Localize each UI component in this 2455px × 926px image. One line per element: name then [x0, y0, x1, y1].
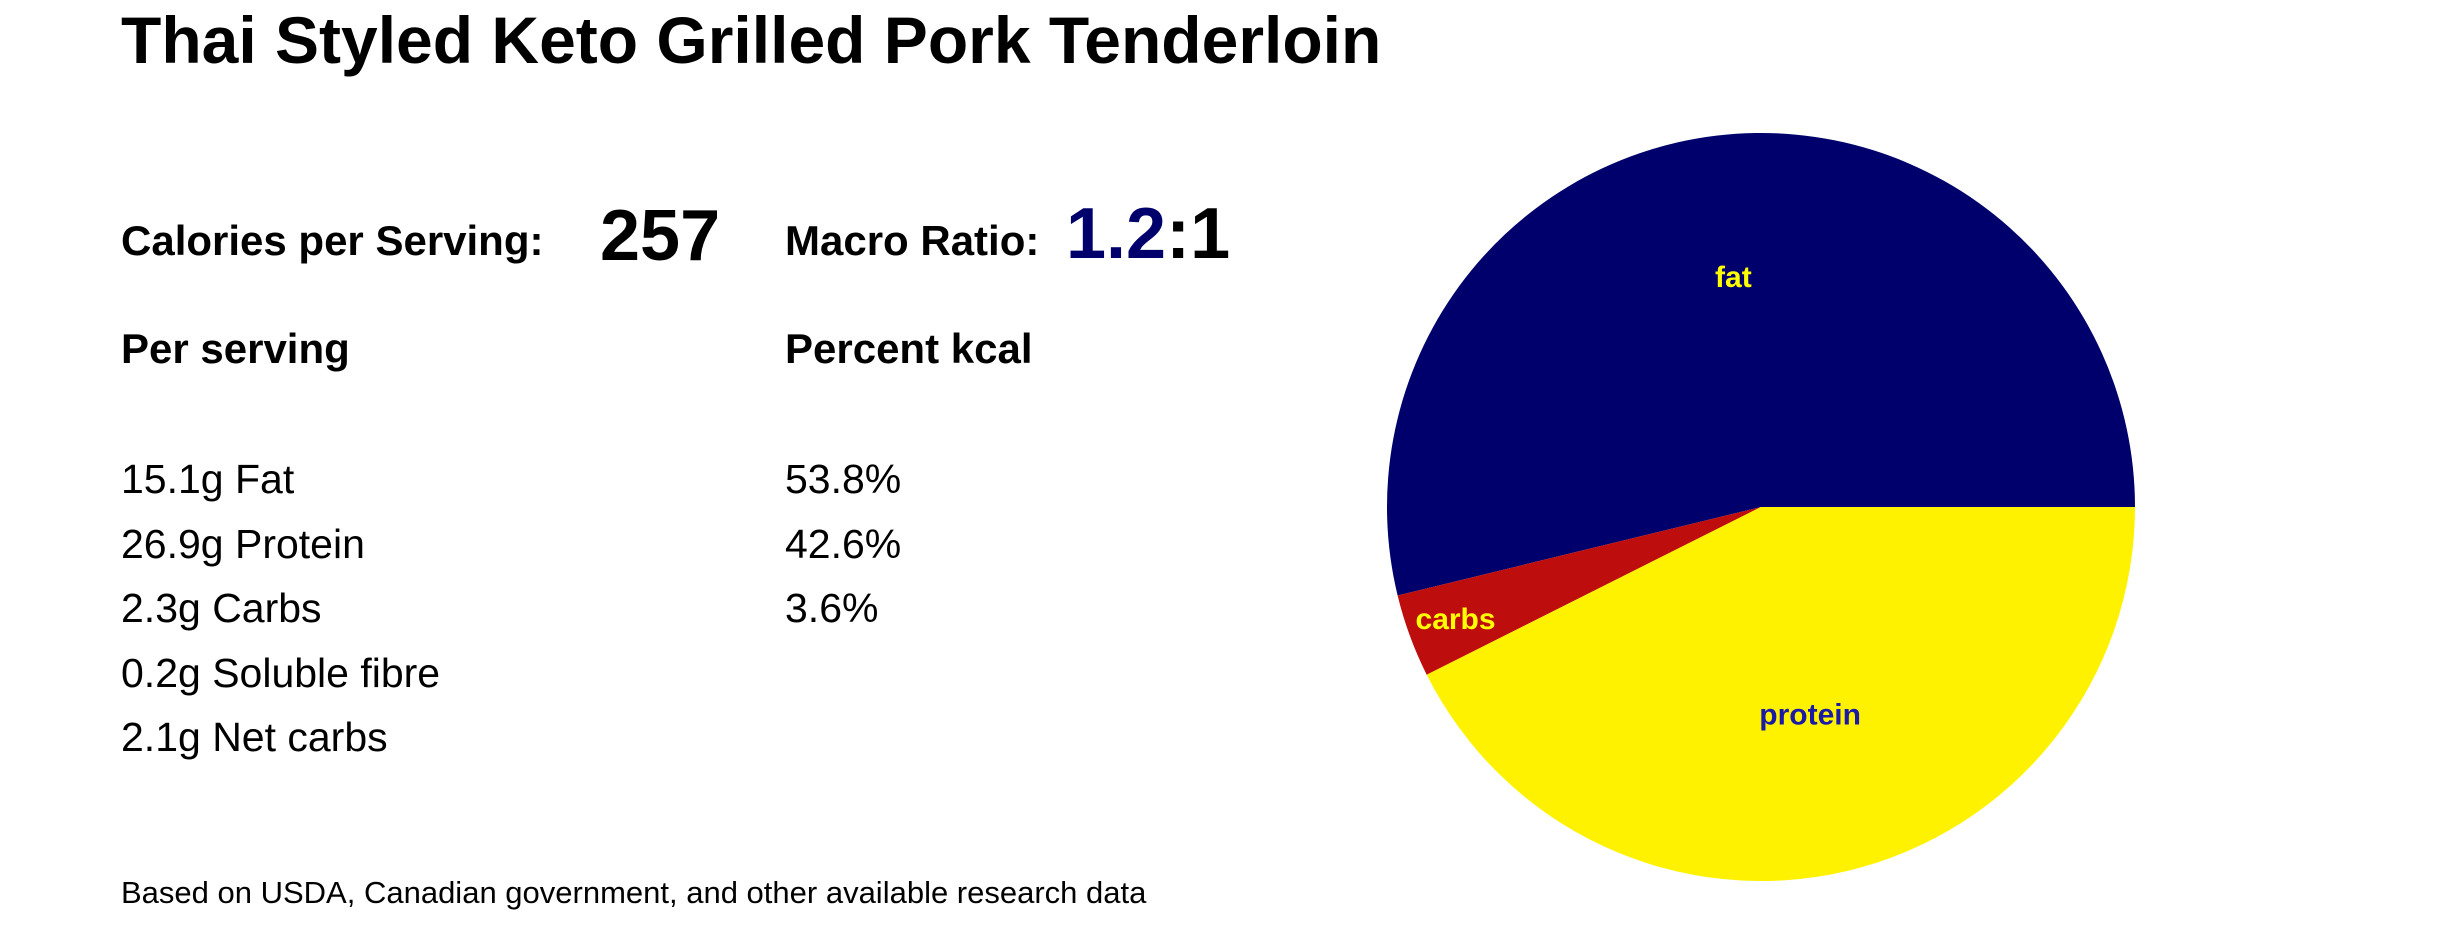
macro-ratio-first: 1.2 [1066, 194, 1167, 274]
percent-kcal-header: Percent kcal [785, 325, 1033, 372]
percent-kcal-fat: 53.8% [785, 456, 902, 502]
macro-pie-chart: fat carbs protein [1387, 133, 2135, 882]
macro-ratio-value: 1.2:1 [1066, 193, 1230, 275]
pie-slice-carbs [1397, 507, 1761, 675]
percent-kcal-carbs: 3.6% [785, 585, 879, 631]
per-serving-soluble-fibre: 0.2g Soluble fibre [121, 649, 441, 696]
percent-kcal-protein: 42.6% [785, 520, 902, 567]
per-serving-header: Per serving [121, 325, 350, 372]
per-serving-net-carbs: 2.1g Net carbs [121, 714, 388, 760]
per-serving-fat: 15.1g Fat [121, 456, 295, 502]
per-serving-list: 15.1g Fat 26.9g Protein 2.3g Carbs 0.2g … [121, 447, 440, 770]
macro-ratio-rest: :1 [1166, 194, 1231, 274]
pie-slice-fat [1387, 133, 2135, 596]
data-source-footer: Based on USDA, Canadian government, and … [121, 875, 1147, 910]
per-serving-carbs: 2.3g Carbs [121, 585, 322, 631]
pie-slice-protein [1426, 507, 2135, 882]
macro-ratio-label: Macro Ratio: [785, 217, 1040, 264]
percent-kcal-list: 53.8% 42.6% 3.6% [785, 447, 901, 641]
per-serving-protein: 26.9g Protein [121, 520, 365, 567]
recipe-title: Thai Styled Keto Grilled Pork Tenderloin [121, 3, 1382, 77]
pie-label-protein: protein [1759, 698, 1861, 731]
pie-label-carbs: carbs [1416, 603, 1496, 636]
pie-label-fat: fat [1715, 261, 1752, 294]
calories-label: Calories per Serving: [121, 217, 544, 264]
calories-value: 257 [600, 196, 721, 276]
